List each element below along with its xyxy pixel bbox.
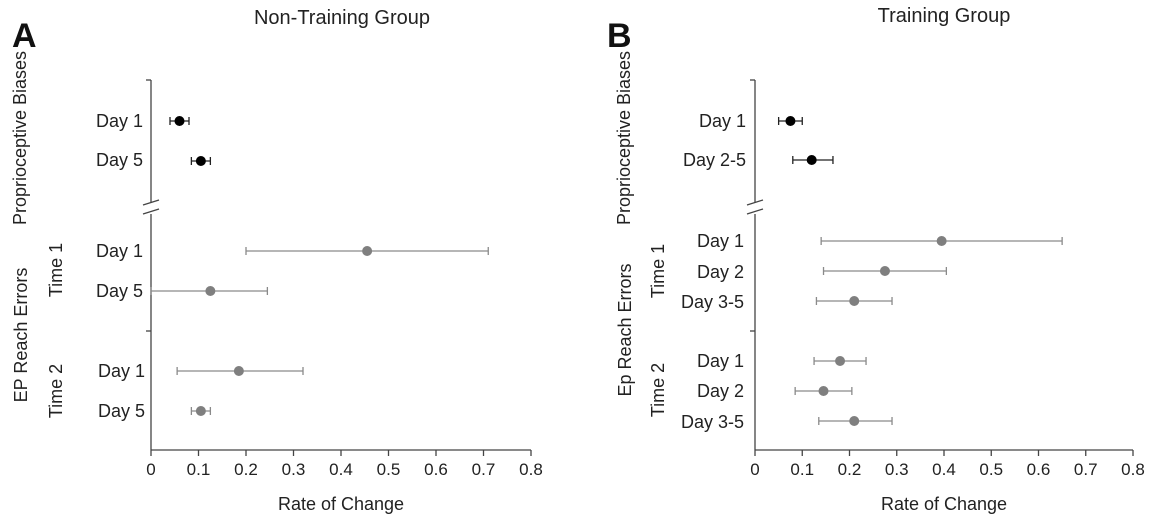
panel-b-row-label: Day 3-5 — [681, 292, 744, 312]
panel-b-row-label: Day 1 — [697, 351, 744, 371]
panel-a-title: Non-Training Group — [254, 7, 430, 29]
panel-b-subgroup-label: Time 2 — [648, 363, 668, 417]
x-tick-label: 0.8 — [519, 460, 543, 479]
panel-b-axis-break-mark — [746, 208, 764, 215]
data-point — [849, 416, 860, 426]
x-tick-label: 0.4 — [329, 460, 353, 479]
panel-a: A Non-Training Group 0 0.1 0.2 0.3 0.4 0.5 0.6… — [10, 7, 543, 514]
panel-b-x-label: Rate of Change — [881, 494, 1007, 514]
panel-b-row-label: Day 2 — [697, 262, 744, 282]
panel-a-section-label: Proprioceptive Biases — [10, 51, 30, 225]
x-tick-label: 0.5 — [377, 460, 401, 479]
panel-b-subgroup-label: Time 1 — [648, 244, 668, 298]
data-point — [936, 236, 947, 246]
data-point — [818, 386, 829, 396]
panel-a-letter: A — [12, 17, 37, 55]
x-tick-label: 0.1 — [187, 460, 211, 479]
x-tick-label: 0.2 — [234, 460, 258, 479]
panel-b-letter: B — [607, 17, 632, 55]
x-tick-label: 0.6 — [1027, 460, 1051, 479]
x-tick-label: 0.4 — [932, 460, 956, 479]
x-tick-label: 0 — [750, 460, 759, 479]
x-tick-label: 0.1 — [790, 460, 814, 479]
data-point — [195, 406, 206, 416]
panel-a-row-label: Day 5 — [98, 401, 145, 421]
data-point — [233, 366, 244, 376]
panel-b-row-label: Day 1 — [699, 111, 746, 131]
data-point — [849, 296, 860, 306]
panel-b-row-label: Day 3-5 — [681, 412, 744, 432]
data-point — [205, 286, 216, 296]
panel-b-x-ticks: 0 0.1 0.2 0.3 0.4 0.5 0.6 0.7 0.8 — [750, 450, 1145, 479]
panel-b-row-label: Day 2-5 — [683, 150, 746, 170]
x-tick-label: 0 — [146, 460, 155, 479]
panel-b-row-label: Day 1 — [697, 231, 744, 251]
panel-a-subgroup-label: Time 2 — [46, 364, 66, 418]
panel-a-row-label: Day 1 — [96, 241, 143, 261]
panel-a-marks — [150, 116, 489, 416]
x-tick-label: 0.5 — [979, 460, 1003, 479]
panel-a-row-label: Day 1 — [96, 111, 143, 131]
data-point — [195, 156, 206, 166]
panel-a-x-ticks: 0 0.1 0.2 0.3 0.4 0.5 0.6 0.7 0.8 — [146, 450, 543, 479]
panel-b: B Training Group 0 0.1 0.2 0.3 0.4 0.5 0.6 0.7 0… — [607, 5, 1145, 514]
data-point — [174, 116, 185, 126]
panel-a-x-label: Rate of Change — [278, 494, 404, 514]
data-point — [806, 155, 817, 165]
panel-a-section-label: EP Reach Errors — [11, 268, 31, 403]
panel-b-axis-break-mark — [746, 199, 764, 206]
panel-b-section-label: Proprioceptive Biases — [614, 51, 634, 225]
x-tick-label: 0.7 — [472, 460, 496, 479]
x-tick-label: 0.8 — [1121, 460, 1145, 479]
data-point — [785, 116, 796, 126]
x-tick-label: 0.2 — [838, 460, 862, 479]
data-point — [879, 266, 890, 276]
x-tick-label: 0.3 — [282, 460, 306, 479]
panel-a-axis-break-mark — [142, 199, 160, 206]
panel-b-marks — [777, 116, 1063, 426]
panel-b-row-label: Day 2 — [697, 381, 744, 401]
x-tick-label: 0.7 — [1074, 460, 1098, 479]
x-tick-label: 0.6 — [424, 460, 448, 479]
panel-b-section-label: Ep Reach Errors — [615, 263, 635, 396]
panel-a-row-label: Day 5 — [96, 281, 143, 301]
x-tick-label: 0.3 — [885, 460, 909, 479]
panel-a-row-label: Day 1 — [98, 361, 145, 381]
panel-a-axis-break-mark — [142, 208, 160, 215]
panel-b-title: Training Group — [878, 5, 1011, 27]
panel-a-row-label: Day 5 — [96, 150, 143, 170]
data-point — [362, 246, 373, 256]
data-point — [835, 356, 846, 366]
panel-a-subgroup-label: Time 1 — [46, 243, 66, 297]
